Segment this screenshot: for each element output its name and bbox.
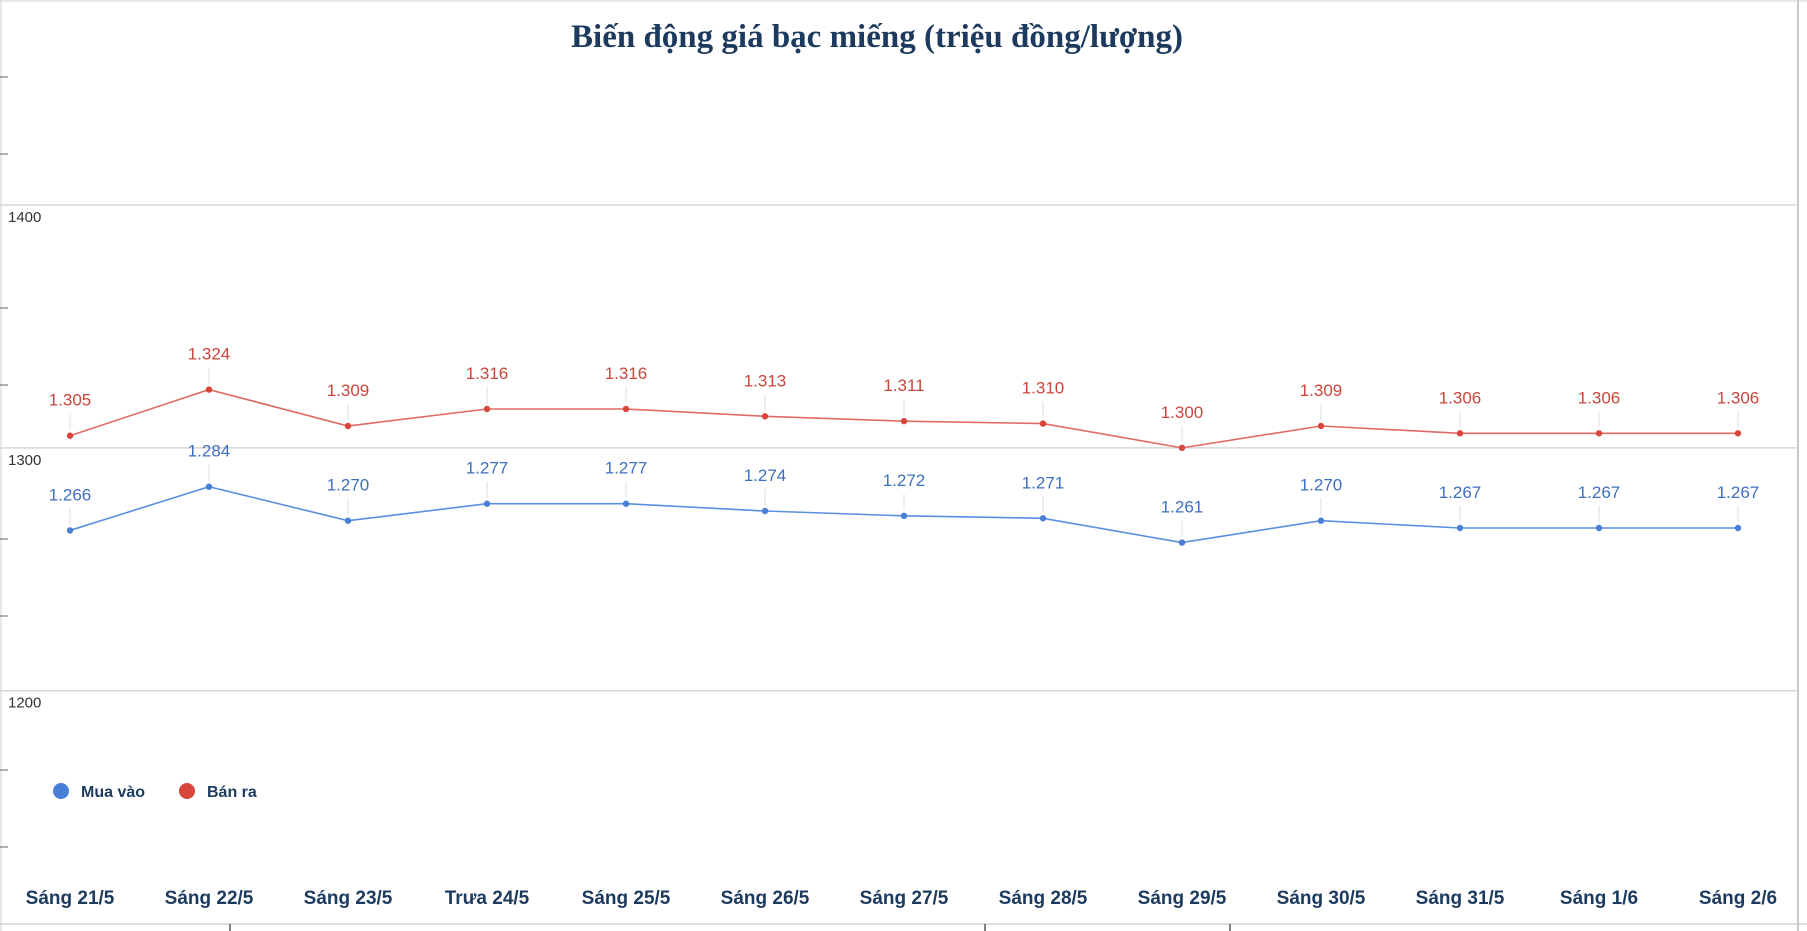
data-point bbox=[1178, 539, 1186, 546]
data-point bbox=[1039, 420, 1047, 427]
data-label: 1.311 bbox=[883, 376, 924, 395]
data-label: 1.324 bbox=[188, 345, 231, 364]
data-point bbox=[66, 432, 74, 439]
data-label: 1.316 bbox=[605, 364, 648, 383]
x-tick-label: Sáng 31/5 bbox=[1416, 888, 1505, 909]
chart-title: Biến động giá bạc miếng (triệu đồng/lượn… bbox=[571, 19, 1183, 55]
y-tick-labels: 1200 1300 1400 bbox=[8, 209, 41, 712]
data-label: 1.316 bbox=[466, 364, 509, 383]
data-label: 1.274 bbox=[744, 466, 787, 485]
data-point bbox=[1178, 444, 1186, 452]
data-label: 1.271 bbox=[1022, 473, 1065, 492]
x-tick-label: Sáng 26/5 bbox=[721, 888, 810, 909]
x-tick-label: Trưa 24/5 bbox=[445, 888, 530, 909]
data-point bbox=[900, 512, 908, 520]
minor-ticks bbox=[0, 76, 1231, 931]
series-sell: 1.305 1.324 1.309 1.316 1.316 1.313 1.311 1.310… bbox=[49, 345, 1760, 452]
data-label: 1.313 bbox=[744, 371, 787, 390]
x-tick-label: Sáng 23/5 bbox=[304, 888, 393, 909]
x-tick-label: Sáng 29/5 bbox=[1138, 888, 1227, 909]
data-label: 1.309 bbox=[1300, 381, 1343, 400]
data-point bbox=[1317, 422, 1325, 430]
data-label: 1.306 bbox=[1717, 388, 1760, 407]
data-label: 1.261 bbox=[1161, 498, 1204, 517]
x-tick-label: Sáng 25/5 bbox=[582, 888, 671, 909]
data-point bbox=[66, 527, 74, 534]
data-point bbox=[761, 413, 769, 420]
data-point bbox=[1595, 524, 1603, 532]
x-tick-labels: Sáng 21/5 Sáng 22/5 Sáng 23/5 Trưa 24/5 Sáng… bbox=[26, 888, 1777, 909]
data-label: 1.310 bbox=[1022, 379, 1065, 398]
data-point bbox=[622, 405, 630, 413]
data-point bbox=[1456, 430, 1464, 437]
x-tick-label: Sáng 21/5 bbox=[26, 888, 115, 909]
legend: Mua vào Bán ra bbox=[53, 783, 257, 801]
data-point bbox=[761, 507, 769, 515]
data-point bbox=[1734, 430, 1742, 437]
data-label: 1.306 bbox=[1439, 388, 1482, 407]
x-tick-label: Sáng 27/5 bbox=[860, 888, 949, 909]
data-point bbox=[205, 386, 213, 393]
legend-marker bbox=[53, 783, 69, 799]
data-point bbox=[344, 517, 352, 524]
grid-layer bbox=[0, 204, 1798, 692]
data-point bbox=[205, 483, 213, 490]
x-tick-label: Sáng 2/6 bbox=[1699, 888, 1777, 909]
data-label: 1.305 bbox=[49, 391, 92, 410]
data-label: 1.306 bbox=[1578, 388, 1621, 407]
data-label: 1.300 bbox=[1161, 403, 1204, 422]
legend-label: Bán ra bbox=[207, 784, 257, 801]
data-label: 1.270 bbox=[327, 476, 370, 495]
data-label: 1.267 bbox=[1717, 483, 1760, 502]
x-tick-label: Sáng 22/5 bbox=[165, 888, 254, 909]
legend-label: Mua vào bbox=[81, 784, 145, 801]
y-tick-label: 1200 bbox=[8, 695, 41, 712]
series-layer: 1.266 1.284 1.270 1.277 1.277 1.274 1.272 1.271… bbox=[49, 345, 1760, 546]
y-tick-label: 1400 bbox=[8, 209, 41, 226]
data-point bbox=[1456, 524, 1464, 532]
data-label: 1.272 bbox=[883, 471, 926, 490]
data-point bbox=[1734, 524, 1742, 532]
data-label: 1.270 bbox=[1300, 476, 1343, 495]
data-label: 1.267 bbox=[1578, 483, 1621, 502]
data-point bbox=[483, 500, 491, 507]
data-point bbox=[622, 500, 630, 507]
data-point bbox=[1317, 517, 1325, 524]
x-tick-label: Sáng 28/5 bbox=[999, 888, 1088, 909]
data-point bbox=[900, 417, 908, 425]
x-tick-label: Sáng 30/5 bbox=[1277, 888, 1366, 909]
data-label: 1.267 bbox=[1439, 483, 1482, 502]
data-point bbox=[344, 422, 352, 430]
data-point bbox=[1039, 515, 1047, 522]
x-tick-label: Sáng 1/6 bbox=[1560, 888, 1638, 909]
series-buy: 1.266 1.284 1.270 1.277 1.277 1.274 1.272 1.271… bbox=[49, 442, 1760, 546]
y-tick-label: 1300 bbox=[8, 452, 41, 469]
data-point bbox=[483, 405, 491, 413]
legend-marker bbox=[179, 783, 195, 799]
data-label: 1.284 bbox=[188, 442, 231, 461]
data-label: 1.277 bbox=[466, 459, 509, 478]
data-point bbox=[1595, 430, 1603, 437]
data-label: 1.266 bbox=[49, 485, 92, 504]
data-label: 1.309 bbox=[327, 381, 370, 400]
data-label: 1.277 bbox=[605, 459, 648, 478]
